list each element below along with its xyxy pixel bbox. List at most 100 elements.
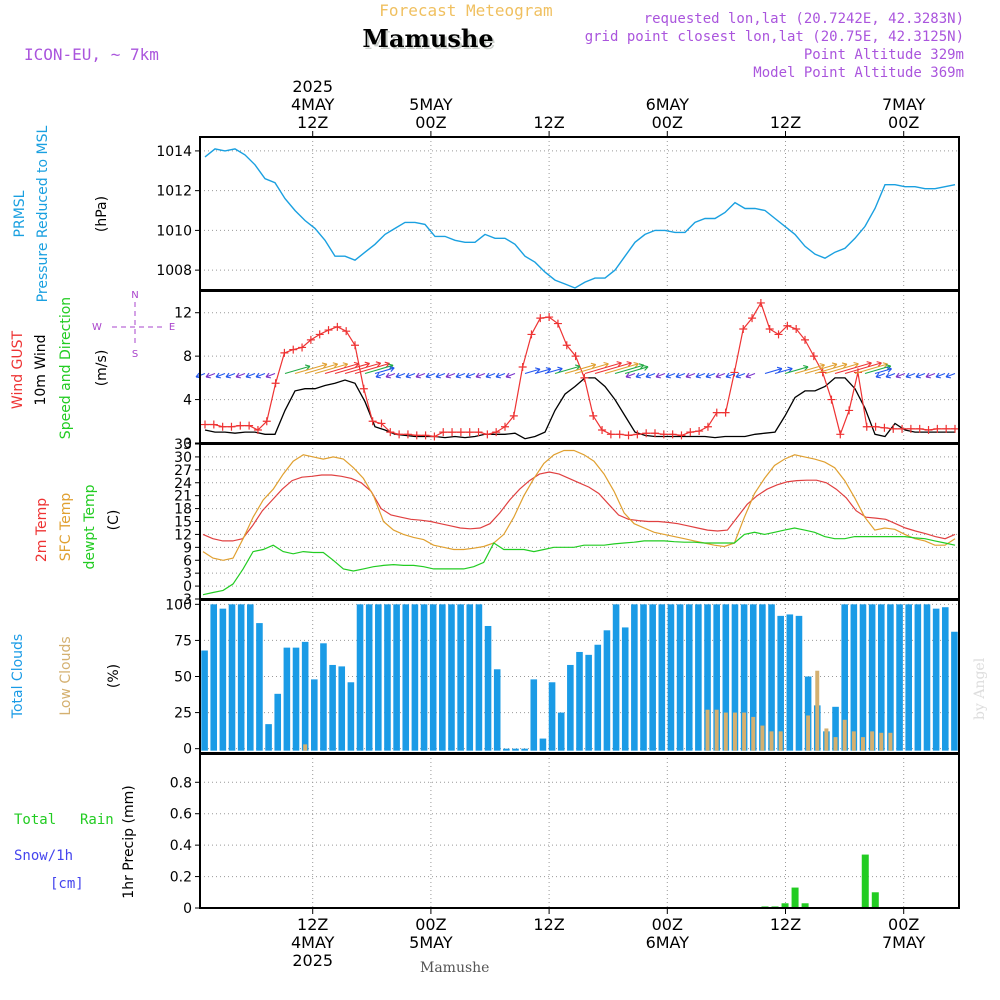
total-cloud-bar bbox=[220, 609, 227, 751]
total-cloud-bar bbox=[677, 604, 684, 750]
total-cloud-bar bbox=[494, 669, 501, 750]
total-cloud-bar bbox=[576, 652, 583, 751]
temp-2m-line bbox=[203, 472, 955, 541]
gust-marker bbox=[554, 320, 562, 328]
low-cloud-bar bbox=[888, 733, 892, 751]
gust-marker bbox=[201, 421, 209, 429]
total-cloud-bar bbox=[787, 614, 794, 750]
gust-marker bbox=[695, 427, 703, 435]
gust-marker bbox=[704, 423, 712, 431]
rain-bar bbox=[792, 888, 799, 908]
y-tick-label: 1010 bbox=[156, 223, 192, 239]
low-cloud-bar bbox=[824, 728, 828, 750]
label-celsius: (C) bbox=[106, 510, 122, 531]
y-tick-label: 4 bbox=[183, 393, 192, 409]
total-cloud-bar bbox=[896, 604, 903, 750]
rain-bar bbox=[862, 855, 869, 908]
total-cloud-bar bbox=[878, 604, 885, 750]
total-cloud-bar bbox=[430, 604, 437, 750]
label-low-clouds: Low Clouds bbox=[58, 636, 74, 715]
total-cloud-bar bbox=[796, 616, 803, 751]
y-tick-label: 1008 bbox=[156, 263, 192, 279]
low-cloud-bar bbox=[760, 726, 764, 751]
credit-watermark: by Angel bbox=[972, 657, 988, 720]
wind-compass: N W E S bbox=[92, 290, 175, 360]
gust-marker bbox=[289, 346, 297, 354]
total-cloud-bar bbox=[942, 607, 949, 750]
x-tick-label-bottom: 12Z bbox=[297, 915, 328, 934]
gust-marker bbox=[280, 349, 288, 357]
compass-n: N bbox=[131, 290, 138, 301]
label-pressure-msl: Pressure Reduced to MSL bbox=[35, 125, 51, 302]
low-cloud-bar bbox=[706, 710, 710, 751]
total-cloud-bar bbox=[540, 739, 547, 751]
total-cloud-bar bbox=[284, 648, 291, 751]
total-cloud-bar bbox=[393, 604, 400, 750]
x-tick-label-top: 12Z bbox=[770, 113, 801, 132]
total-cloud-bar bbox=[768, 604, 775, 750]
gust-marker bbox=[836, 430, 844, 438]
total-cloud-bar bbox=[375, 604, 382, 750]
gust-marker bbox=[925, 426, 933, 434]
footer-station: Mamushe bbox=[420, 960, 489, 976]
y-tick-label: 12 bbox=[174, 306, 192, 322]
compass-w: W bbox=[92, 322, 102, 333]
rain-bar bbox=[872, 892, 879, 908]
low-cloud-bar bbox=[770, 731, 774, 750]
x-tick-label-top: 2025 bbox=[292, 77, 333, 96]
gust-marker bbox=[448, 428, 456, 436]
frame-layer bbox=[200, 137, 959, 908]
gust-marker bbox=[722, 409, 730, 417]
low-cloud-bar bbox=[724, 713, 728, 751]
y-tick-label: 0 bbox=[183, 901, 192, 917]
compass-s: S bbox=[132, 349, 138, 360]
sfc-temp-line bbox=[203, 451, 955, 561]
total-cloud-bar bbox=[567, 665, 574, 751]
x-tick-label-top: 7MAY bbox=[882, 95, 926, 114]
pressure-line bbox=[205, 149, 955, 288]
low-cloud-bar bbox=[852, 731, 856, 750]
gust-marker bbox=[430, 432, 438, 440]
label-wind-gust: Wind GUST bbox=[10, 330, 26, 409]
total-cloud-bar bbox=[695, 604, 702, 750]
label-cm: [cm] bbox=[50, 876, 84, 892]
wind-direction-arrow bbox=[585, 363, 621, 374]
gust-marker bbox=[227, 423, 235, 431]
y-tick-label: 0.2 bbox=[170, 870, 192, 886]
x-tick-label-bottom: 5MAY bbox=[409, 933, 453, 952]
gust-marker bbox=[439, 428, 447, 436]
wind-direction-arrow bbox=[835, 363, 871, 374]
total-cloud-bar bbox=[860, 604, 867, 750]
y-tick-label: 100 bbox=[165, 597, 192, 613]
total-cloud-bar bbox=[649, 604, 656, 750]
total-cloud-bar bbox=[229, 604, 236, 750]
gust-marker bbox=[272, 379, 280, 387]
label-2m-temp: 2m Temp bbox=[34, 498, 50, 562]
total-cloud-bar bbox=[320, 643, 327, 750]
y-tick-label: 75 bbox=[174, 633, 192, 649]
total-cloud-bar bbox=[686, 604, 693, 750]
total-cloud-bar bbox=[915, 604, 922, 750]
total-cloud-bar bbox=[485, 626, 492, 751]
gust-marker bbox=[713, 409, 721, 417]
total-cloud-bar bbox=[311, 679, 318, 750]
gust-marker bbox=[342, 327, 350, 335]
gust-marker bbox=[810, 352, 818, 360]
x-tick-label-top: 00Z bbox=[415, 113, 446, 132]
gust-marker bbox=[351, 341, 359, 349]
x-tick-label-top: 4MAY bbox=[291, 95, 335, 114]
gust-marker bbox=[889, 425, 897, 433]
gust-marker bbox=[607, 430, 615, 438]
total-cloud-bar bbox=[640, 604, 647, 750]
grid-layer bbox=[200, 137, 959, 908]
total-cloud-bar bbox=[476, 604, 483, 750]
gust-marker bbox=[413, 431, 421, 439]
total-cloud-bar bbox=[512, 749, 519, 751]
total-cloud-bar bbox=[366, 604, 373, 750]
label-percent: (%) bbox=[106, 664, 122, 688]
low-cloud-bar bbox=[861, 737, 865, 751]
meteogram-subtitle: Forecast Meteogram bbox=[379, 1, 552, 20]
total-cloud-bar bbox=[265, 724, 272, 751]
gust-marker bbox=[827, 396, 835, 404]
x-tick-label-bottom: 4MAY bbox=[291, 933, 335, 952]
